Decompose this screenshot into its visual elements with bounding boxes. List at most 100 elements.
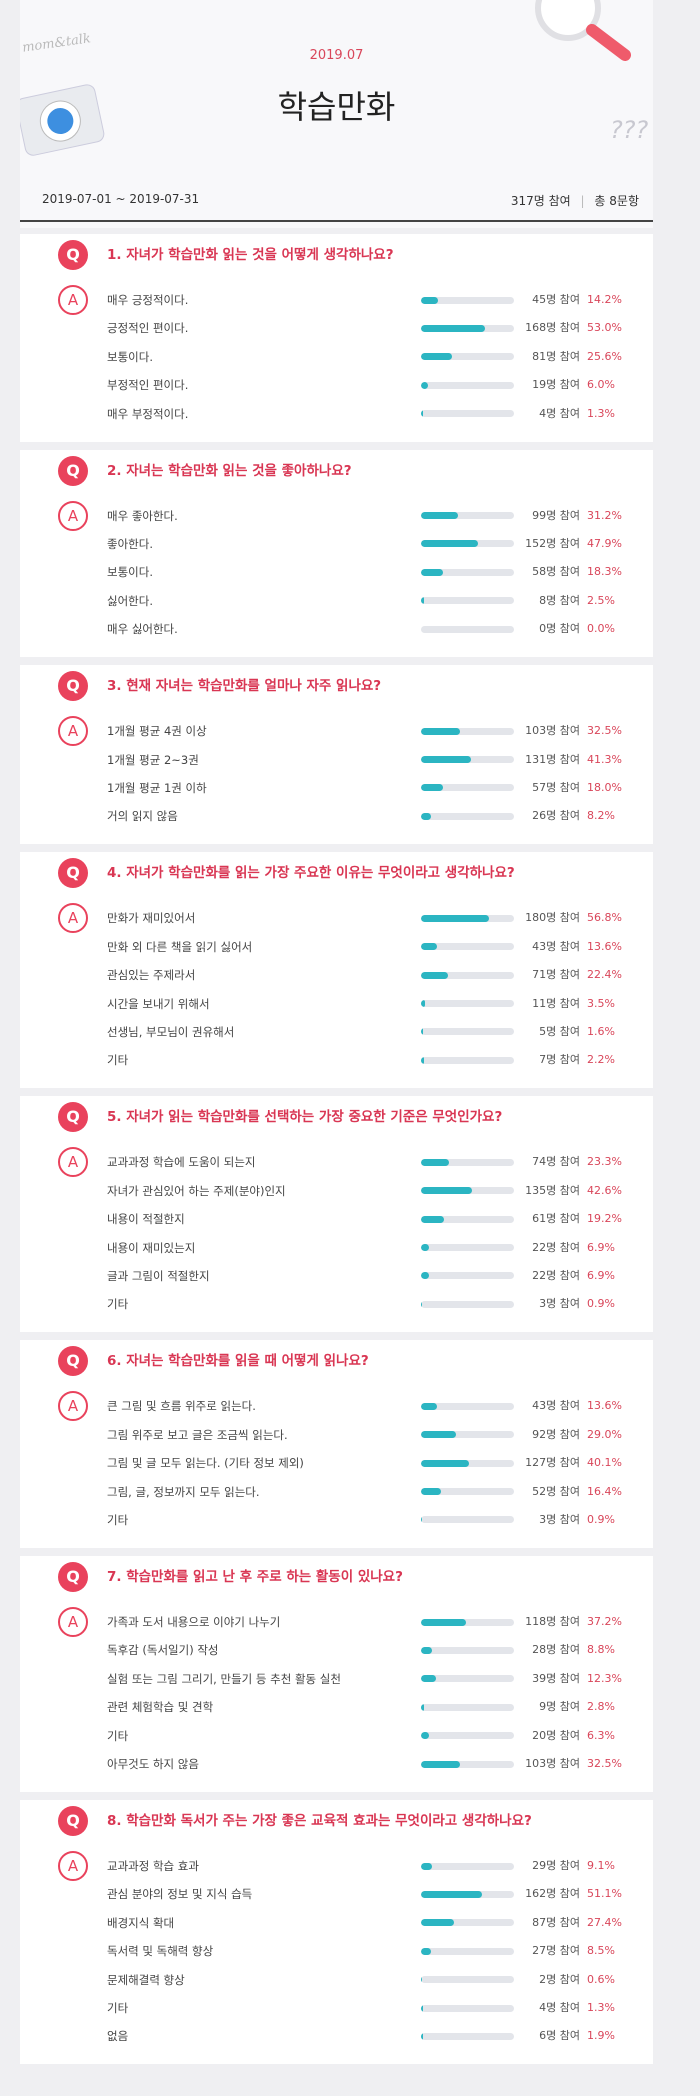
participant-count: 22명 참여	[532, 1240, 580, 1254]
option-label: 1개월 평균 4권 이상	[107, 724, 207, 739]
bar-track	[421, 1402, 514, 1410]
percent-label: 56.8%	[587, 911, 622, 925]
bar-track	[421, 1646, 514, 1654]
participant-count: 118명 참여	[525, 1615, 580, 1628]
question-card: Q 1. 자녀가 학습만화 읽는 것을 어떻게 생각하나요? A 매우 긍정적이다. 4…	[20, 234, 653, 442]
participant-count: 61명 참여	[532, 1212, 580, 1226]
option-label: 교과과정 학습 효과	[107, 1859, 199, 1873]
result-bar	[421, 1158, 449, 1166]
bar-track	[421, 1488, 514, 1496]
percent-label: 27.4%	[587, 1915, 622, 1929]
header-rule	[20, 220, 653, 222]
percent-label: 0.9%	[587, 1512, 615, 1526]
question-count: 총 8문항	[594, 194, 639, 208]
percent-label: 31.2%	[587, 508, 622, 522]
result-bar	[421, 971, 448, 979]
option-label: 실험 또는 그림 그리기, 만들기 등 추천 활동 실천	[107, 1671, 341, 1686]
result-bar	[421, 1056, 424, 1064]
percent-label: 1.3%	[587, 2001, 615, 2014]
q-marker: Q	[58, 240, 88, 270]
percent-label: 2.2%	[587, 1053, 615, 1067]
participants: 317명 참여	[510, 194, 571, 208]
participant-count: 22명 참여	[532, 1268, 580, 1282]
bar-track	[421, 1187, 514, 1195]
bar-track	[421, 1516, 514, 1524]
participant-count: 103명 참여	[525, 724, 580, 738]
question-card: Q 7. 학습만화를 읽고 난 후 주로 하는 활동이 있나요? A 가족과 도서 내…	[20, 1556, 653, 1792]
option-label: 자녀가 관심있어 하는 주제(분야)인지	[107, 1183, 286, 1198]
result-bar	[421, 1947, 432, 1955]
option-label: 기타	[107, 1053, 129, 1068]
option-label: 관심있는 주제라서	[107, 968, 196, 983]
option-label: 독후감 (독서일기) 작성	[107, 1643, 219, 1658]
a-marker: A	[58, 1391, 88, 1422]
bar-track	[421, 540, 514, 548]
question-card: Q 6. 자녀는 학습만화를 읽을 때 어떻게 읽나요? A 큰 그림 및 흐름 위주…	[20, 1340, 653, 1548]
a-marker: A	[58, 500, 88, 531]
q-marker: Q	[58, 1806, 88, 1836]
participant-count: 103명 참여	[525, 1757, 580, 1770]
option-label: 긍정적인 편이다.	[107, 321, 189, 336]
result-bar	[421, 296, 439, 304]
percent-label: 42.6%	[587, 1183, 622, 1197]
result-bar	[421, 1459, 470, 1467]
participant-count: 0명 참여	[539, 622, 580, 636]
question-title: 2. 자녀는 학습만화 읽는 것을 좋아하나요?	[107, 462, 352, 479]
percent-label: 6.9%	[587, 1268, 615, 1282]
bar-track	[421, 410, 514, 418]
participant-count: 6명 참여	[539, 2029, 580, 2043]
option-label: 선생님, 부모님이 권유해서	[107, 1024, 235, 1039]
q-marker: Q	[58, 1562, 88, 1592]
result-bar	[421, 1919, 454, 1927]
question-card: Q 3. 현재 자녀는 학습만화를 얼마나 자주 읽나요? A 1개월 평균 4권 이…	[20, 665, 653, 845]
question-card: Q 4. 자녀가 학습만화를 읽는 가장 주요한 이유는 무엇이라고 생각하나요?…	[20, 852, 653, 1089]
bar-track	[421, 1618, 514, 1626]
percent-label: 29.0%	[587, 1427, 622, 1441]
result-bar	[421, 943, 438, 951]
percent-label: 8.5%	[587, 1944, 615, 1958]
option-label: 독서력 및 독해력 향상	[107, 1944, 214, 1959]
option-label: 매우 좋아한다.	[107, 508, 178, 523]
participant-count: 8명 참여	[539, 593, 580, 607]
result-bar	[421, 1431, 456, 1439]
option-label: 없음	[107, 2029, 129, 2044]
option-label: 보통이다.	[107, 565, 153, 580]
bar-track	[421, 943, 514, 951]
option-label: 기타	[107, 2001, 129, 2015]
option-label: 부정적인 편이다.	[107, 378, 189, 393]
participant-count: 19명 참여	[532, 378, 580, 392]
result-bar	[421, 1703, 425, 1711]
result-bar	[421, 727, 460, 735]
question-title: 1. 자녀가 학습만화 읽는 것을 어떻게 생각하나요?	[107, 247, 394, 263]
result-bar	[421, 1028, 423, 1036]
participant-count: 3명 참여	[539, 1512, 580, 1526]
participant-count: 2명 참여	[539, 1972, 580, 1986]
percent-label: 0.0%	[587, 622, 615, 636]
bar-track	[421, 568, 514, 576]
result-bar	[421, 1402, 438, 1410]
percent-label: 2.5%	[587, 593, 615, 607]
option-label: 거의 읽지 않음	[107, 809, 178, 824]
bar-track	[421, 727, 514, 735]
result-bar	[421, 512, 459, 520]
question-card: Q 2. 자녀는 학습만화 읽는 것을 좋아하나요? A 매우 좋아한다. 99명 참여…	[20, 449, 653, 658]
result-bar	[421, 1760, 460, 1768]
participant-count: 5명 참여	[539, 1024, 580, 1038]
bar-track	[421, 1703, 514, 1711]
result-bar	[421, 1976, 422, 1984]
camera-icon	[20, 84, 105, 156]
bar-track	[421, 1244, 514, 1252]
percent-label: 47.9%	[587, 536, 622, 550]
percent-label: 22.4%	[587, 968, 622, 982]
percent-label: 1.6%	[587, 1024, 615, 1038]
participant-count: 162명 참여	[525, 1887, 580, 1901]
bar-track	[421, 381, 514, 389]
bar-track	[421, 1459, 514, 1467]
percent-label: 19.2%	[587, 1212, 622, 1226]
percent-label: 6.0%	[587, 378, 615, 392]
result-bar	[421, 1000, 426, 1008]
percent-label: 0.6%	[587, 1972, 615, 1986]
bar-track	[421, 1272, 514, 1280]
percent-label: 1.9%	[587, 2029, 615, 2043]
